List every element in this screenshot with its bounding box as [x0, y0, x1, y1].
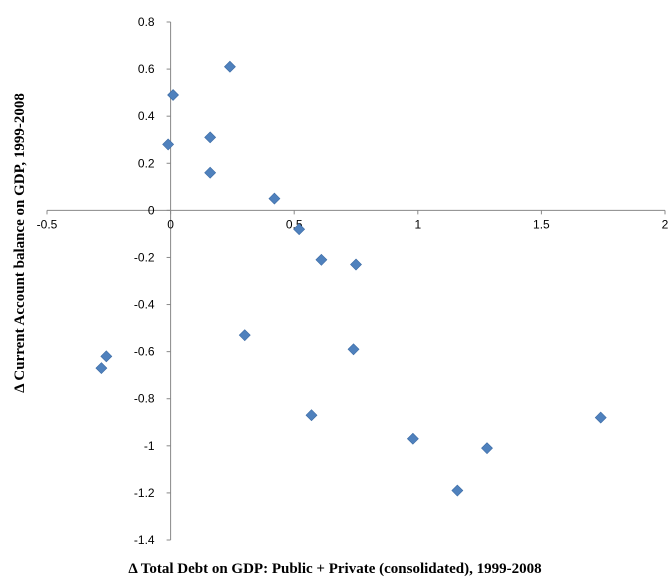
x-tick-label: -0.5	[37, 217, 58, 231]
y-tick-label: -0.2	[134, 250, 155, 264]
data-point	[315, 253, 328, 266]
data-point	[350, 258, 362, 271]
data-point	[204, 166, 217, 179]
data-point	[162, 138, 175, 151]
data-point	[204, 131, 217, 144]
y-tick-label: -0.6	[134, 345, 155, 359]
data-point	[95, 362, 108, 375]
y-tick-label: 0.8	[138, 15, 155, 29]
data-point	[481, 442, 493, 455]
x-tick-label: 1	[414, 217, 421, 231]
data-point	[347, 343, 360, 356]
data-point	[406, 432, 419, 445]
y-tick-label: 0.2	[138, 156, 155, 170]
data-point-group	[95, 60, 607, 497]
y-tick-label: -0.4	[134, 298, 155, 312]
y-tick-label: -1.4	[134, 533, 155, 547]
y-axis-title: Δ Current Account balance on GDP, 1999-2…	[12, 93, 28, 393]
y-tick-label: -1	[144, 439, 155, 453]
data-point	[238, 329, 251, 342]
data-point	[451, 484, 464, 497]
y-tick-label: 0.4	[138, 109, 155, 123]
x-axis-title: Δ Total Debt on GDP: Public + Private (c…	[128, 561, 541, 577]
data-point	[224, 60, 236, 73]
data-point	[293, 223, 306, 236]
y-tick-label: -0.8	[134, 392, 155, 406]
data-point	[268, 192, 281, 205]
x-tick-group: -0.5 0 0.5 1 1.5 2	[37, 210, 669, 231]
y-tick-label: 0	[148, 203, 155, 217]
y-tick-label: -1.2	[134, 486, 155, 500]
y-tick-label: 0.6	[138, 62, 155, 76]
x-tick-label: 1.5	[533, 217, 550, 231]
data-point	[594, 411, 607, 424]
data-point	[167, 89, 179, 101]
x-tick-label: 2	[662, 217, 669, 231]
data-point	[305, 409, 318, 422]
data-point	[100, 350, 113, 363]
y-tick-group: 0.8 0.6 0.4 0.2 0 -0.2 -0.4 -0.6 -0.8 -1 -1.2 -1.4	[134, 15, 171, 547]
x-tick-label: 0	[167, 217, 174, 231]
